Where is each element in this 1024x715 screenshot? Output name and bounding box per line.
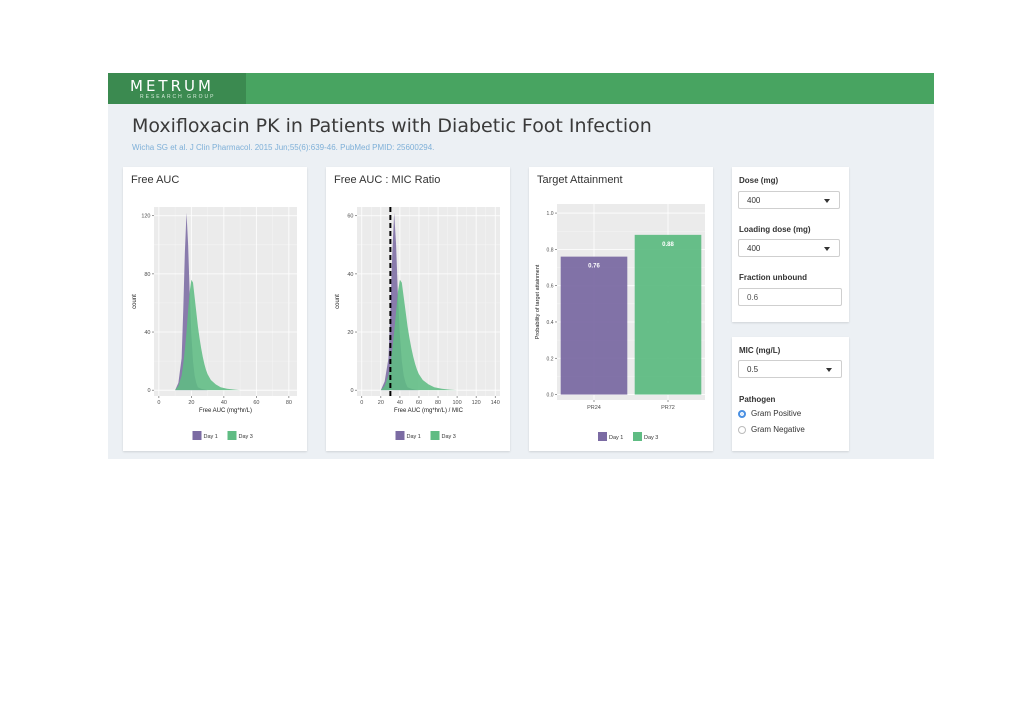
x-tick-label: PR72 — [661, 405, 675, 411]
brand-logo[interactable]: METRUM RESEARCH GROUP — [108, 73, 246, 104]
y-axis-label: count — [335, 294, 341, 309]
x-tick-label: 120 — [472, 400, 481, 406]
y-tick-label: 0.2 — [547, 356, 554, 362]
y-tick-label: 120 — [141, 214, 150, 220]
radio-label: Gram Positive — [751, 409, 802, 418]
legend-swatch — [430, 431, 440, 440]
x-tick-label: 80 — [435, 400, 441, 406]
mic-pathogen-card: MIC (mg/L) 0.5 Pathogen Gram Positive Gr… — [732, 337, 849, 451]
loading-dose-label: Loading dose (mg) — [739, 225, 811, 234]
radio-checked-icon — [738, 410, 746, 418]
legend-swatch — [633, 432, 642, 441]
x-tick-label: PR24 — [587, 405, 601, 411]
chevron-down-icon — [826, 368, 832, 372]
y-axis-label: count — [132, 294, 138, 309]
brand-name: METRUM — [130, 77, 214, 95]
mic-value: 0.5 — [747, 365, 759, 374]
free-auc-card: Free AUC 0 20 40 60 80 0 40 80 120 Free AUC (mg*h… — [123, 167, 307, 451]
bar-pr24 — [560, 256, 628, 395]
bar-value-label: 0.76 — [588, 264, 600, 270]
x-axis-label: Free AUC (mg*hr/L) — [199, 408, 252, 414]
mic-ratio-card: Free AUC : MIC Ratio 0 20 40 60 80 100 120 140 0… — [326, 167, 510, 451]
legend-label: Day 3 — [644, 435, 658, 441]
legend-label: Day 3 — [239, 434, 253, 440]
legend-swatch — [192, 431, 202, 440]
plot-panel — [154, 207, 297, 396]
dosing-controls-card: Dose (mg) 400 Loading dose (mg) 400 Frac… — [732, 167, 849, 322]
y-tick-label: 20 — [347, 330, 353, 336]
citation-link[interactable]: Wicha SG et al. J Clin Pharmacol. 2015 J… — [132, 143, 435, 152]
target-attainment-chart: 0.0 0.2 0.4 0.6 0.8 1.0 0.76 0.88 PR24 PR72 Probab… — [535, 204, 705, 441]
free-auc-chart: 0 20 40 60 80 0 40 80 120 Free AUC (mg*hr/L) count… — [132, 207, 297, 440]
x-tick-label: 40 — [221, 400, 227, 406]
y-tick-label: 0 — [147, 388, 150, 394]
x-tick-label: 20 — [188, 400, 194, 406]
y-tick-label: 0 — [350, 388, 353, 394]
bar-pr72 — [634, 234, 702, 395]
x-tick-label: 140 — [491, 400, 500, 406]
density-area-day-1 — [175, 212, 208, 391]
pathogen-label: Pathogen — [739, 395, 776, 404]
y-tick-label: 1.0 — [547, 211, 554, 217]
density-area-day-3 — [175, 279, 241, 391]
density-area-day-3 — [380, 279, 458, 391]
y-axis-label: Probability of target attainment — [535, 264, 541, 339]
radio-unchecked-icon — [738, 426, 746, 434]
legend-label: Day 1 — [407, 434, 421, 440]
bar-value-label: 0.88 — [662, 242, 674, 248]
x-tick-label: 40 — [397, 400, 403, 406]
dose-value: 400 — [747, 196, 761, 205]
radio-label: Gram Negative — [751, 425, 805, 434]
legend-label: Day 1 — [204, 434, 218, 440]
legend-swatch — [227, 431, 237, 440]
fraction-unbound-input[interactable]: 0.6 — [738, 288, 842, 306]
legend-swatch — [395, 431, 405, 440]
y-tick-label: 60 — [347, 214, 353, 220]
y-tick-label: 0.4 — [547, 320, 554, 326]
chevron-down-icon — [824, 247, 830, 251]
target-attainment-card: Target Attainment 0.0 0.2 0.4 0.6 0.8 1.0 0.76… — [529, 167, 713, 451]
loading-dose-select[interactable]: 400 — [738, 239, 840, 257]
target-attainment-title: Target Attainment — [537, 174, 623, 186]
mic-ratio-title: Free AUC : MIC Ratio — [334, 174, 441, 186]
x-tick-label: 20 — [378, 400, 384, 406]
dose-label: Dose (mg) — [739, 176, 779, 185]
page-title: Moxifloxacin PK in Patients with Diabeti… — [132, 115, 652, 137]
x-tick-label: 60 — [416, 400, 422, 406]
loading-dose-value: 400 — [747, 244, 761, 253]
fraction-unbound-value: 0.6 — [747, 293, 759, 302]
x-axis-label: Free AUC (mg*hr/L) / MIC — [394, 408, 464, 414]
y-tick-label: 0.0 — [547, 393, 554, 399]
legend-swatch — [598, 432, 607, 441]
x-tick-label: 0 — [360, 400, 363, 406]
y-tick-label: 80 — [144, 272, 150, 278]
y-tick-label: 0.8 — [547, 247, 554, 253]
y-tick-label: 0.6 — [547, 284, 554, 290]
x-tick-label: 100 — [453, 400, 462, 406]
mic-select[interactable]: 0.5 — [738, 360, 842, 378]
dose-select[interactable]: 400 — [738, 191, 840, 209]
legend-label: Day 1 — [609, 435, 623, 441]
y-tick-label: 40 — [347, 272, 353, 278]
chevron-down-icon — [824, 199, 830, 203]
brand-tagline: RESEARCH GROUP — [140, 94, 216, 100]
free-auc-title: Free AUC — [131, 174, 180, 186]
legend-label: Day 3 — [442, 434, 456, 440]
mic-ratio-chart: 0 20 40 60 80 100 120 140 0 20 40 60 Free AUC (mg*hr… — [335, 207, 500, 440]
y-tick-label: 40 — [144, 330, 150, 336]
app-window: METRUM RESEARCH GROUP Moxifloxacin PK in… — [108, 73, 934, 459]
x-tick-label: 60 — [253, 400, 259, 406]
header-bar: METRUM RESEARCH GROUP — [108, 73, 934, 104]
x-tick-label: 0 — [157, 400, 160, 406]
mic-label: MIC (mg/L) — [739, 346, 781, 355]
fraction-unbound-label: Fraction unbound — [739, 273, 807, 282]
x-tick-label: 80 — [286, 400, 292, 406]
